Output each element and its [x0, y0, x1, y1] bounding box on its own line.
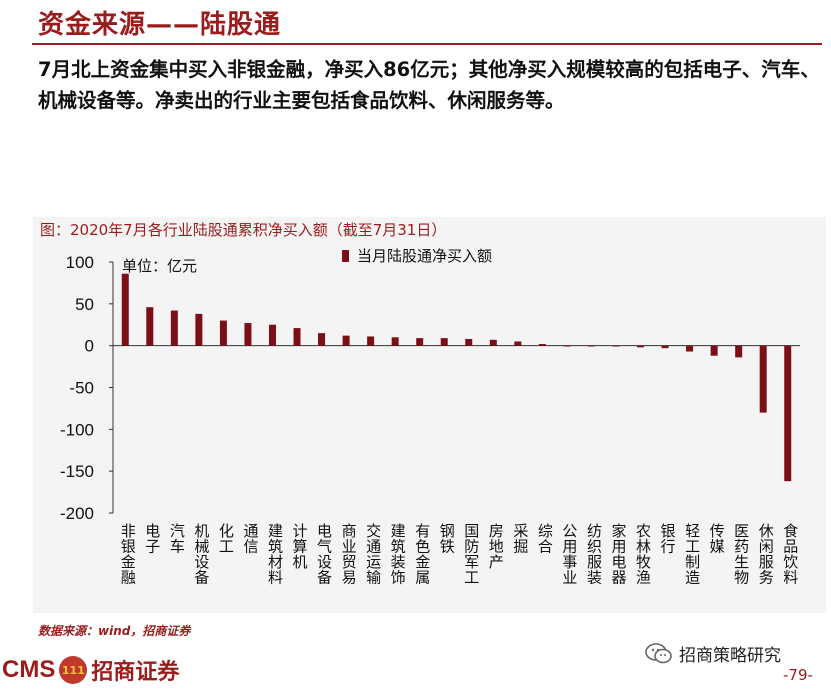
bar — [170, 310, 178, 346]
y-tick-label: -200 — [60, 504, 94, 523]
y-tick-label: -150 — [60, 462, 94, 481]
chart-background — [33, 217, 826, 613]
bar — [759, 345, 767, 413]
x-tick-label: 化工 — [219, 522, 234, 556]
bar — [318, 333, 326, 346]
legend-label: 当月陆股通净买入额 — [357, 247, 492, 265]
legend-swatch — [342, 250, 349, 262]
bar — [538, 343, 546, 346]
bar — [440, 338, 448, 346]
x-tick-label: 房地产 — [489, 522, 504, 571]
bar — [195, 313, 203, 346]
page-title: 资金来源——陆股通 — [38, 10, 282, 40]
summary-text: 7月北上资金集中买入非银金融，净买入86亿元；其他净买入规模较高的包括电子、汽车… — [38, 58, 820, 112]
x-tick-label: 计算机 — [293, 522, 308, 571]
x-tick-label: 建筑材料 — [268, 522, 283, 587]
bar — [661, 345, 669, 349]
x-tick-label: 食品饮料 — [783, 522, 798, 587]
title-divider — [32, 43, 822, 45]
x-tick-label: 有色金属 — [415, 522, 430, 587]
y-tick-label: 50 — [75, 295, 94, 314]
bar — [219, 320, 227, 346]
x-tick-label: 汽车 — [170, 522, 185, 556]
y-tick-label: -50 — [69, 379, 94, 398]
x-tick-label: 轻工制造 — [685, 522, 700, 587]
brand-logo-group: CMS 111 招商证券 — [2, 655, 179, 685]
chart-caption: 图：2020年7月各行业陆股通累积净买入额（截至7月31日） — [40, 221, 447, 239]
bar — [514, 341, 522, 346]
bar — [784, 345, 792, 482]
x-tick-label: 钢铁 — [440, 522, 455, 556]
x-tick-label: 公用事业 — [562, 522, 577, 587]
page-number: -79- — [783, 666, 813, 684]
brand-cms-text: CMS — [2, 656, 56, 683]
bar — [146, 307, 154, 346]
wechat-account: 招商策略研究 — [645, 641, 781, 666]
brand-emblem-icon: 111 — [59, 656, 88, 684]
bar — [391, 337, 399, 346]
x-tick-label: 传媒 — [710, 522, 725, 556]
bar — [342, 335, 350, 346]
brand-name: 招商证券 — [91, 660, 180, 685]
x-tick-label: 电气设备 — [317, 522, 332, 587]
data-source: 数据来源：wind，招商证券 — [38, 624, 191, 638]
bar — [268, 324, 276, 346]
y-tick-label: -100 — [60, 420, 94, 439]
wechat-label: 招商策略研究 — [679, 646, 781, 666]
wechat-icon — [645, 642, 673, 665]
x-tick-label: 采掘 — [513, 522, 528, 556]
bar — [735, 345, 743, 358]
x-tick-label: 交通运输 — [366, 522, 381, 587]
bar — [587, 345, 595, 347]
x-tick-label: 电子 — [145, 522, 160, 556]
x-tick-label: 纺织服装 — [587, 522, 602, 587]
x-tick-label: 农林牧渔 — [636, 522, 651, 587]
bar — [367, 336, 375, 346]
x-tick-label: 综合 — [538, 522, 553, 556]
x-tick-label: 商业贸易 — [342, 522, 357, 587]
bar — [710, 345, 718, 356]
x-tick-label: 建筑装饰 — [391, 522, 406, 587]
x-tick-label: 休闲服务 — [759, 522, 774, 587]
bar — [489, 339, 497, 346]
x-tick-label: 国防军工 — [464, 522, 479, 587]
x-tick-label: 机械设备 — [194, 522, 209, 587]
bar — [465, 338, 473, 346]
x-tick-label: 非银金融 — [121, 522, 136, 587]
y-tick-label: 100 — [66, 253, 94, 272]
bar — [293, 328, 301, 346]
bar — [563, 345, 571, 347]
bar — [637, 345, 645, 348]
unit-label: 单位：亿元 — [122, 257, 197, 275]
x-tick-label: 通信 — [243, 522, 258, 556]
bar — [244, 323, 252, 346]
x-tick-label: 家用电器 — [611, 522, 626, 587]
bar — [416, 338, 424, 346]
x-tick-label: 银行 — [661, 522, 676, 556]
bar — [612, 345, 620, 347]
bar — [121, 273, 129, 346]
x-tick-label: 医药生物 — [734, 522, 749, 587]
bar — [686, 345, 694, 352]
y-tick-label: 0 — [85, 337, 94, 356]
